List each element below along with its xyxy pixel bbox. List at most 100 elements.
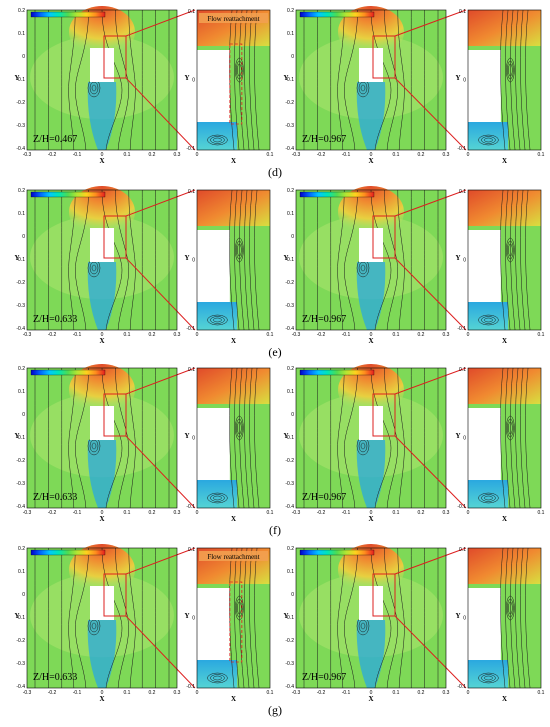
zoom-vortex [236,60,243,80]
flow-reattachment-label: Flow reattachment [207,15,259,23]
x-tick-label: 0 [101,152,104,158]
x-axis-label: X [99,157,104,165]
annotation-bg [199,551,268,561]
zoom-vortex [207,314,228,326]
main-panel: -0.3 -0.2 -0.1 0 0.1 0.2 0.30.20.10-0.1-0.2-0.… [283,544,467,703]
streamline [337,547,345,689]
streamline [101,189,123,331]
zoom-frame [196,547,271,689]
x-tick-label: -0.2 [317,152,326,158]
x-tick-label: 0.3 [174,332,181,338]
zoom-vortex [213,495,222,501]
zoom-wake [468,660,509,688]
zoom-streamline [525,189,531,331]
vortex-ring [91,622,97,630]
y-tick-label: 0.2 [18,8,25,14]
y-tick-label: -0.1 [16,257,25,263]
zoom-x-tick-label: 0 [196,510,199,516]
zoom-y-tick-label: -0.1 [186,504,195,510]
zoom-y-axis-label: Y [184,254,189,262]
zoom-streamline [510,367,516,509]
zoom-y-tick-label: 0.1 [459,9,466,15]
y-tick-label: -0.4 [285,146,294,152]
stagnation-zone [338,364,404,416]
streamline [115,189,129,331]
building-block [90,406,114,440]
zoom-y-tick-label: -0.1 [457,504,466,510]
x-tick-label: 0.3 [443,510,450,516]
zoom-panel: 0 0.10.10-0.1XY [455,189,544,345]
y-tick-label: -0.1 [285,77,294,83]
y-axis-label: Y [283,432,288,440]
zh-label: Z/H=0.633 [33,314,77,325]
wake-region [87,620,117,688]
zoom-streamline [520,367,526,509]
zh-label: Z/H=0.967 [302,134,346,145]
y-tick-label: 0.2 [18,188,25,194]
zoom-window [103,215,127,259]
zoom-panel: 0 0.10.10-0.1XY [455,9,544,165]
zoom-frame [196,9,271,151]
x-tick-label: -0.1 [73,690,82,696]
zoom-x-axis-label: X [502,157,507,165]
zoom-frame [467,367,542,509]
y-tick-label: -0.3 [285,661,294,667]
zoom-streamline [525,547,531,689]
x-tick-label: 0.1 [124,510,131,516]
y-tick-label: -0.4 [285,326,294,332]
plot-frame [26,9,178,151]
zoom-y-tick-label: 0 [192,258,195,264]
row-caption: (f) [269,523,281,537]
zoom-x-tick-label: 0.1 [267,510,274,516]
streamline [101,367,123,509]
y-tick-label: 0.2 [287,366,294,372]
zoom-building [468,230,501,302]
zoom-vortex [507,240,514,260]
x-tick-label: -0.2 [48,510,57,516]
x-tick-label: 0.1 [124,690,131,696]
zoom-wake [468,480,509,508]
callout-line [394,189,467,217]
y-tick-label: 0.1 [287,211,294,217]
y-tick-label: -0.4 [16,326,25,332]
colorbar [30,191,106,198]
x-tick-label: 0.2 [418,332,425,338]
reattachment-box [229,43,243,125]
callout-line [125,367,196,395]
x-tick-label: 0 [370,510,373,516]
zoom-x-tick-label: 0 [467,332,470,338]
streamline [68,9,76,151]
vortex-ring [360,442,366,450]
zoom-y-tick-label: 0 [463,78,466,84]
zoom-vortex [207,492,228,504]
callout-line [125,189,196,217]
wake-region [356,620,386,688]
y-tick-label: 0.2 [18,366,25,372]
zoom-vortex [235,237,244,263]
zoom-frame [196,367,271,509]
zoom-vortex [484,675,493,681]
stagnation-zone [338,186,404,238]
streamline [68,189,76,331]
x-axis-label: X [99,337,104,345]
streamline [397,189,405,331]
zoom-x-axis-label: X [231,695,236,703]
callout-line [125,9,196,37]
streamline [384,547,398,689]
x-axis-label: X [368,695,373,703]
zoom-vortex [213,675,222,681]
x-tick-label: 0 [101,510,104,516]
x-tick-label: 0.1 [393,332,400,338]
zoom-vortex [478,672,499,684]
y-tick-label: 0 [291,54,294,60]
zoom-panel: 0 0.10.10-0.1XY [455,547,544,703]
colorbar [299,11,375,18]
y-tick-label: -0.3 [16,661,25,667]
zoom-window [103,573,127,617]
zoom-wake [197,122,238,150]
main-panel: -0.3 -0.2 -0.1 0 0.1 0.2 0.30.20.10-0.1-0.2-0.… [14,6,196,165]
zoom-vortex [236,598,243,618]
zoom-vortex [210,316,225,324]
x-tick-label: 0.2 [418,510,425,516]
